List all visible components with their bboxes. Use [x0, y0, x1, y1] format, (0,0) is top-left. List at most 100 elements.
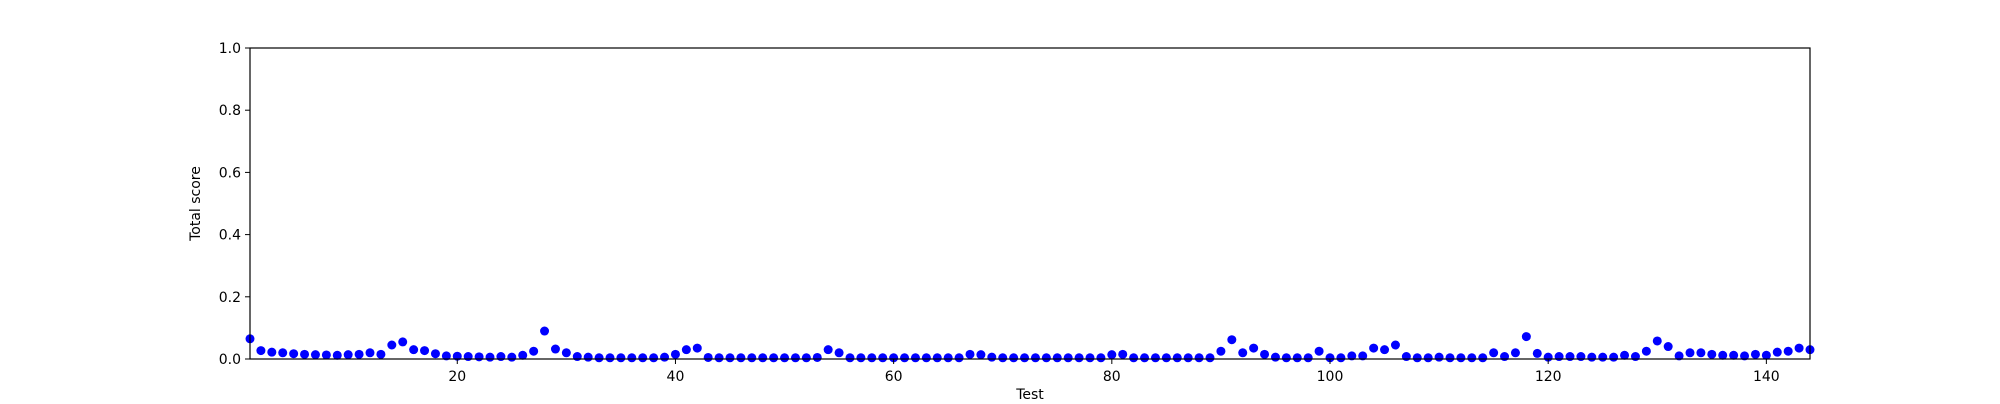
data-point — [1434, 352, 1444, 362]
data-point — [332, 350, 342, 360]
data-point — [1718, 350, 1728, 360]
y-tick-label: 0.8 — [219, 103, 241, 119]
data-point — [1674, 351, 1684, 361]
data-point — [910, 353, 920, 363]
data-point — [310, 350, 320, 360]
y-axis-label: Total score — [188, 166, 204, 242]
data-point — [1532, 348, 1542, 358]
data-point — [1620, 350, 1630, 360]
data-point — [1390, 340, 1400, 350]
data-point — [1096, 353, 1106, 363]
data-point — [1740, 351, 1750, 361]
data-point — [1052, 353, 1062, 363]
data-point — [670, 349, 680, 359]
data-point — [998, 353, 1008, 363]
data-point — [1270, 352, 1280, 362]
data-point — [1467, 353, 1477, 363]
data-point — [1260, 349, 1270, 359]
data-point — [1009, 353, 1019, 363]
data-point — [1630, 352, 1640, 362]
x-tick-label: 120 — [1535, 369, 1562, 385]
data-point — [463, 352, 473, 362]
data-point — [1489, 348, 1499, 358]
data-point — [1347, 351, 1357, 361]
data-point — [1140, 353, 1150, 363]
data-point — [289, 349, 299, 359]
data-point — [1249, 343, 1259, 353]
data-point — [267, 347, 277, 357]
data-point — [1663, 342, 1673, 352]
data-point — [812, 352, 822, 362]
data-point — [660, 352, 670, 362]
data-point — [1707, 349, 1717, 359]
data-point — [1085, 353, 1095, 363]
data-point — [540, 326, 550, 336]
data-point — [943, 353, 953, 363]
data-point — [1456, 353, 1466, 363]
data-point — [1314, 346, 1324, 356]
data-point — [1652, 336, 1662, 346]
data-point — [1761, 350, 1771, 360]
data-point — [758, 353, 768, 363]
data-point — [1510, 348, 1520, 358]
data-point — [681, 345, 691, 355]
data-point — [1380, 345, 1390, 355]
data-point — [561, 348, 571, 358]
data-point — [638, 353, 648, 363]
data-point — [900, 353, 910, 363]
data-point — [1783, 346, 1793, 356]
data-point — [801, 353, 811, 363]
data-point — [1129, 353, 1139, 363]
data-point — [1696, 348, 1706, 358]
data-point — [769, 353, 779, 363]
data-point — [976, 350, 986, 360]
data-point — [1074, 353, 1084, 363]
data-point — [921, 353, 931, 363]
data-point — [1020, 353, 1030, 363]
data-point — [1358, 351, 1368, 361]
data-point — [867, 353, 877, 363]
data-point — [1750, 349, 1760, 359]
data-point — [1205, 353, 1215, 363]
data-point — [823, 345, 833, 355]
data-point — [692, 343, 702, 353]
data-point — [932, 353, 942, 363]
data-point — [1554, 352, 1564, 362]
data-point — [1423, 353, 1433, 363]
data-point — [1107, 350, 1117, 360]
data-point — [736, 353, 746, 363]
y-tick-label: 0.0 — [219, 352, 241, 368]
data-point — [1336, 353, 1346, 363]
data-point — [1521, 332, 1531, 342]
data-point — [420, 346, 430, 356]
data-point — [605, 353, 615, 363]
data-point — [1794, 343, 1804, 353]
data-point — [1063, 353, 1073, 363]
y-tick-label: 1.0 — [219, 41, 241, 57]
data-point — [365, 348, 375, 358]
data-point — [878, 353, 888, 363]
data-point — [1565, 352, 1575, 362]
data-point — [1183, 353, 1193, 363]
x-axis-label: Test — [1015, 387, 1044, 400]
data-point — [616, 353, 626, 363]
y-tick-label: 0.2 — [219, 290, 241, 306]
y-tick-label: 0.6 — [219, 165, 241, 181]
data-point — [321, 350, 331, 360]
data-point — [550, 344, 560, 354]
y-tick-label: 0.4 — [219, 228, 241, 244]
data-point — [594, 353, 604, 363]
data-point — [965, 349, 975, 359]
data-point — [780, 353, 790, 363]
data-point — [1772, 347, 1782, 357]
data-point — [1369, 343, 1379, 353]
data-point — [1194, 353, 1204, 363]
data-point — [1500, 352, 1510, 362]
x-tick-label: 40 — [667, 369, 685, 385]
data-point — [343, 350, 353, 360]
data-point — [1216, 346, 1226, 356]
x-tick-label: 80 — [1103, 369, 1121, 385]
data-point — [987, 352, 997, 362]
